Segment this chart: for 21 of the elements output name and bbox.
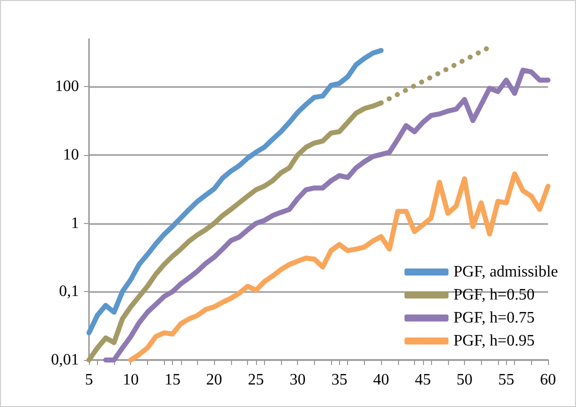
- legend-label: PGF, h=0.75: [453, 310, 535, 326]
- legend-label: PGF, h=0.50: [453, 286, 535, 304]
- x-tick-label: 15: [164, 372, 180, 388]
- legend-label: PGF, admissible: [453, 264, 558, 280]
- legend-label: PGF, h=0.95: [453, 332, 535, 350]
- x-tick-label: 50: [456, 372, 473, 388]
- y-tick-label: 0,1: [59, 283, 79, 300]
- y-tick-label: 10: [63, 146, 79, 164]
- x-tick-label: 35: [331, 372, 348, 388]
- x-tick-label: 20: [206, 372, 222, 388]
- x-tick-label: 40: [373, 372, 390, 388]
- y-tick-label: 0,01: [51, 352, 79, 368]
- x-tick-label: 10: [122, 372, 139, 388]
- x-tick-label: 25: [248, 372, 264, 388]
- x-tick-label: 60: [540, 372, 556, 388]
- y-tick-label: 100: [55, 78, 79, 96]
- y-tick-label: 1: [71, 214, 79, 232]
- x-tick-label: 45: [414, 372, 431, 388]
- x-tick-label: 30: [290, 372, 306, 388]
- x-tick-label: 55: [498, 372, 514, 388]
- x-tick-label: 5: [85, 372, 93, 388]
